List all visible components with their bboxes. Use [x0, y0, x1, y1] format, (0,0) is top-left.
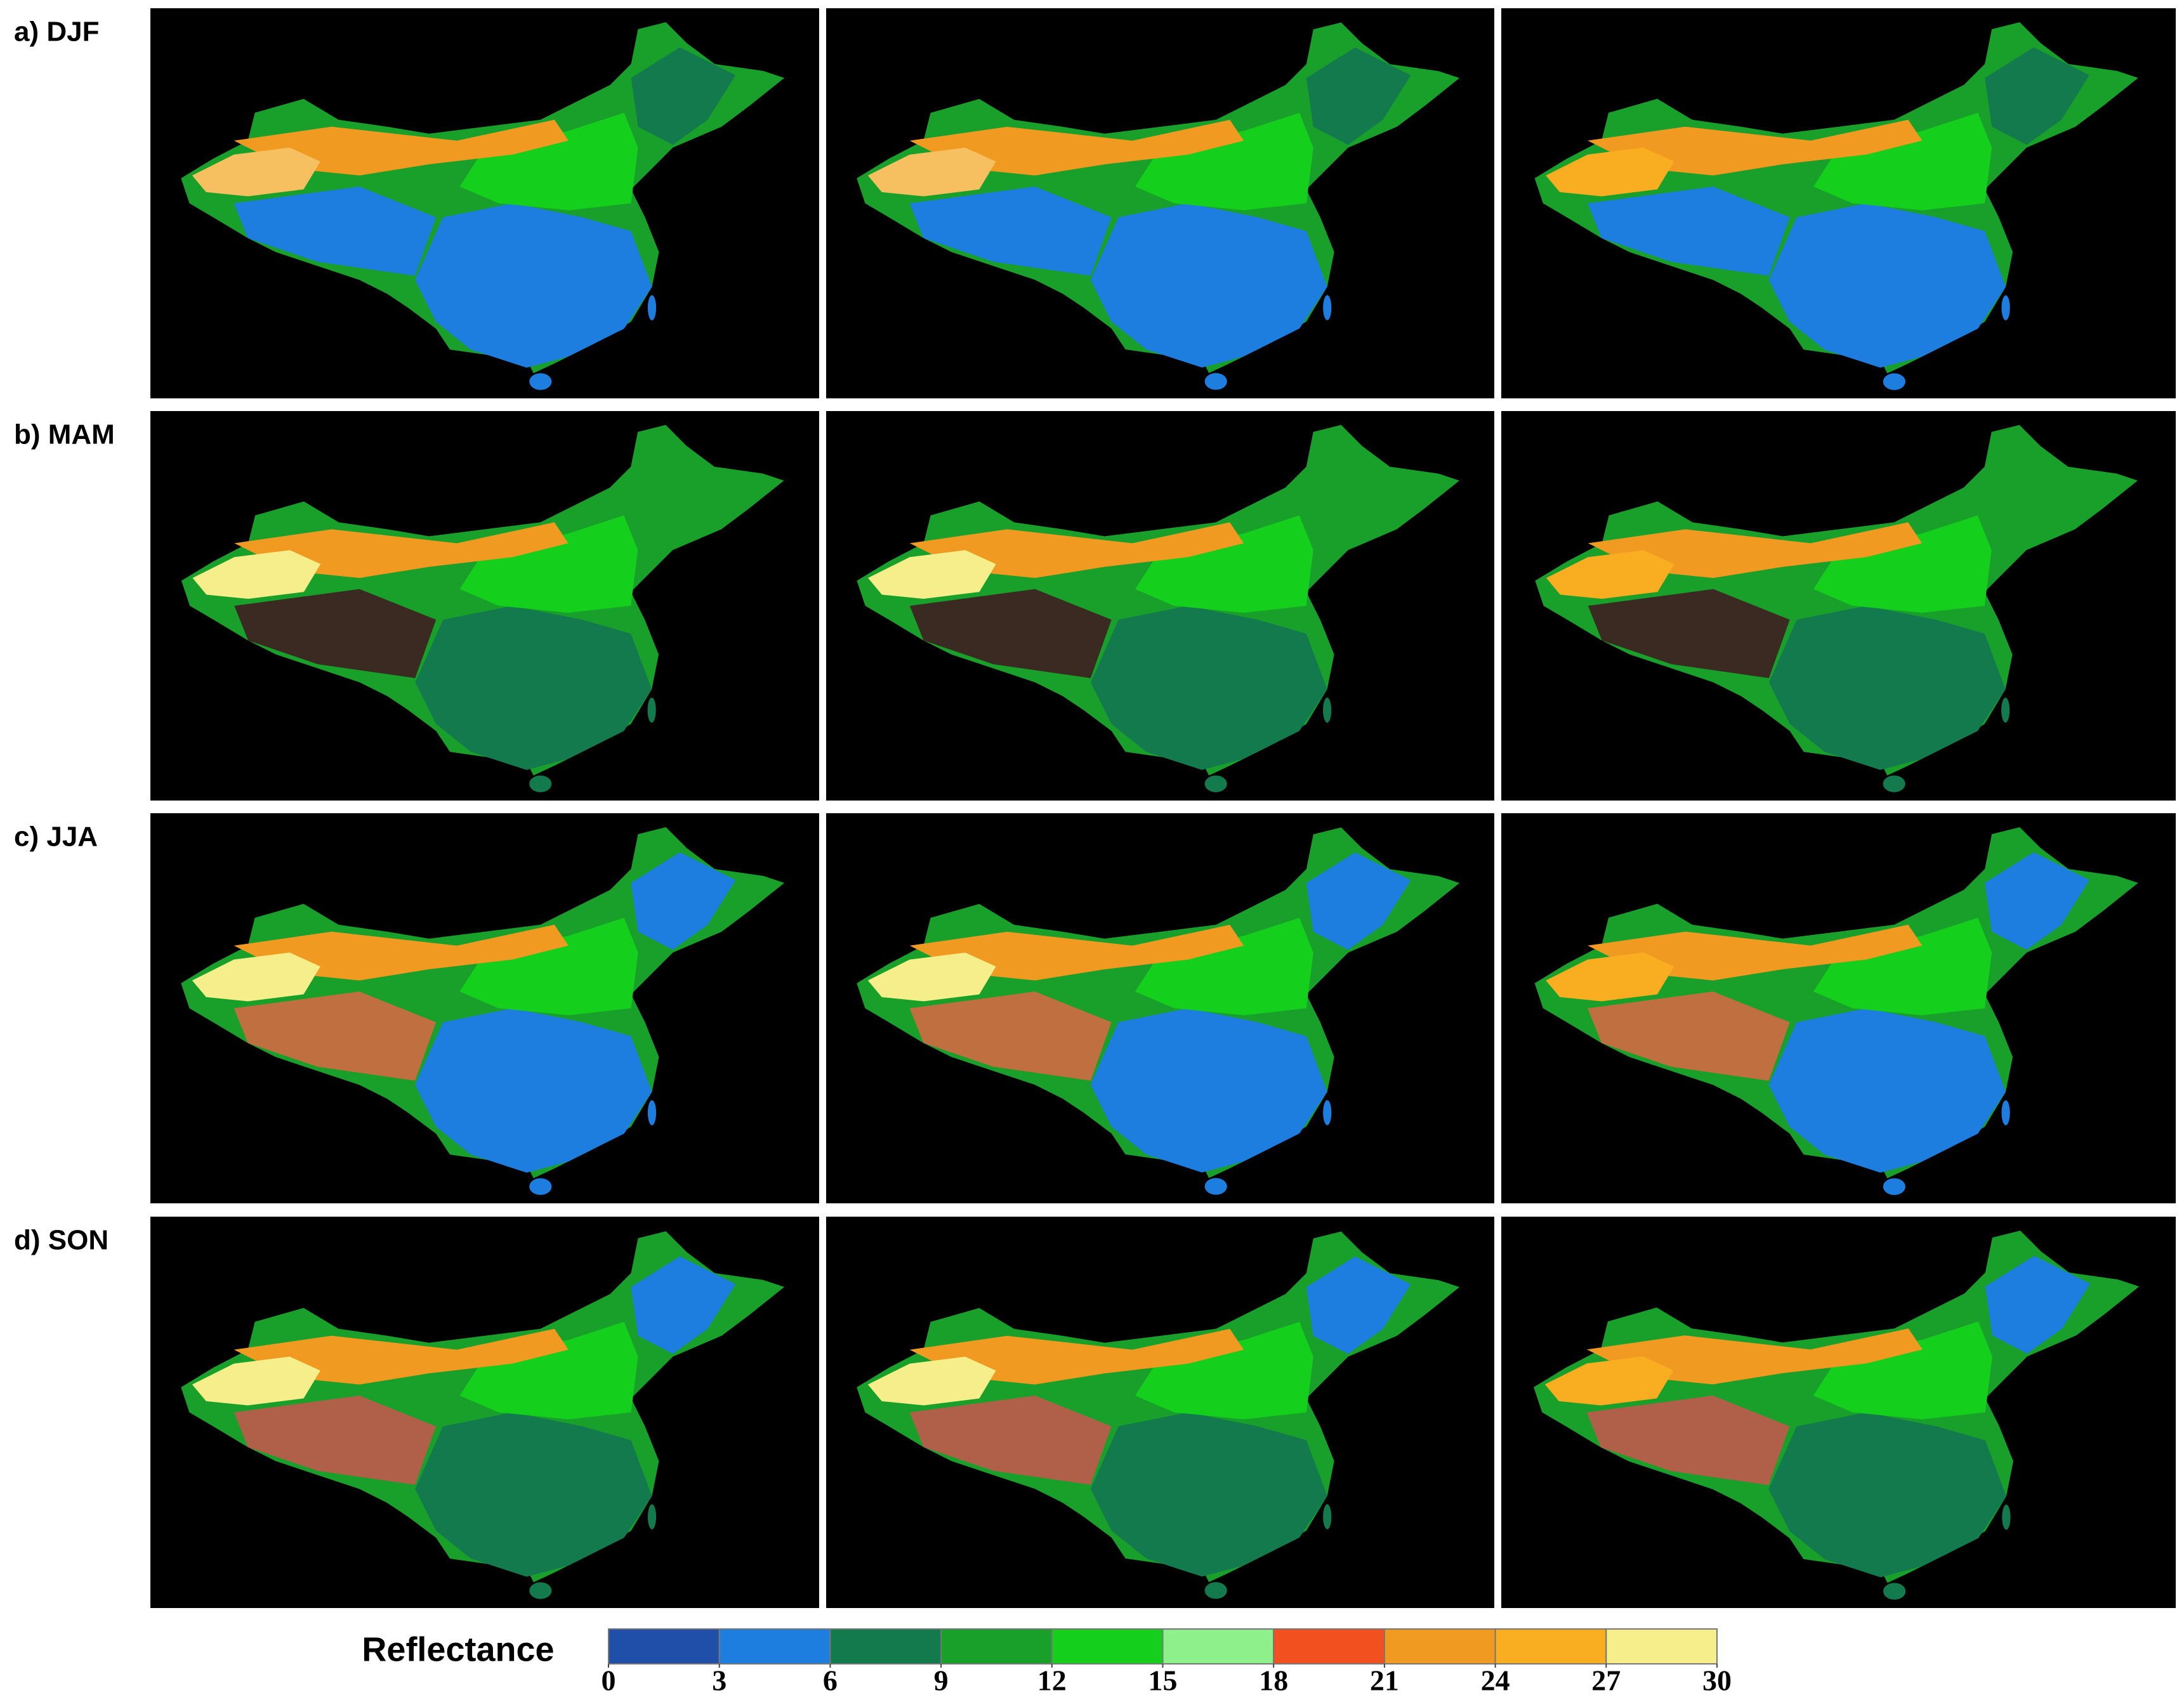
map-panel	[1501, 1217, 2176, 1608]
map-panel	[826, 8, 1494, 398]
colorbar-tick-label: 3	[712, 1664, 727, 1697]
map-panel	[1501, 813, 2176, 1203]
map-panel	[1501, 411, 2176, 801]
row-label: c) JJA	[14, 821, 98, 853]
map-panel	[150, 8, 819, 398]
map-panel	[826, 813, 1494, 1203]
colorbar-segment	[1383, 1628, 1496, 1664]
colorbar-tick-label: 6	[823, 1664, 838, 1697]
row-label: d) SON	[14, 1225, 109, 1256]
colorbar-tick-label: 30	[1702, 1664, 1732, 1697]
colorbar-segment	[1162, 1628, 1275, 1664]
colorbar-segment	[1051, 1628, 1164, 1664]
colorbar-title: Reflectance	[362, 1630, 554, 1668]
map-panel	[150, 411, 819, 801]
colorbar-tick-label: 27	[1591, 1664, 1621, 1697]
map-grid	[150, 8, 2176, 1608]
colorbar-tick-label: 21	[1370, 1664, 1399, 1697]
colorbar-tick-label: 18	[1259, 1664, 1288, 1697]
map-panel	[826, 1217, 1494, 1608]
colorbar-tick-label: 15	[1148, 1664, 1178, 1697]
colorbar-segment	[1273, 1628, 1385, 1664]
row-label: b) MAM	[14, 419, 115, 450]
colorbar-segment	[608, 1628, 720, 1664]
colorbar-segment	[718, 1628, 831, 1664]
map-panel	[150, 813, 819, 1203]
colorbar-tick-label: 9	[934, 1664, 949, 1697]
map-panel	[1501, 8, 2176, 398]
colorbar: Reflectance 0 3 6 9 12 15 18 21 24 27 30	[362, 1628, 1732, 1697]
row-label: a) DJF	[14, 16, 99, 48]
colorbar-tick-label: 0	[602, 1664, 616, 1697]
map-panel	[826, 411, 1494, 801]
colorbar-segment	[1494, 1628, 1607, 1664]
colorbar-segment	[829, 1628, 942, 1664]
map-panel	[150, 1217, 819, 1608]
colorbar-segment	[1605, 1628, 1718, 1664]
colorbar-segment	[940, 1628, 1053, 1664]
colorbar-tick-label: 12	[1037, 1664, 1067, 1697]
colorbar-tick-label: 24	[1481, 1664, 1510, 1697]
